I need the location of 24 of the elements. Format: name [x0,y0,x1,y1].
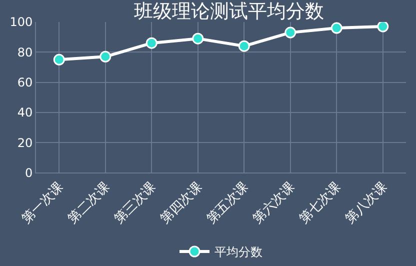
y-tick-label: 40 [17,106,33,120]
x-tick-label: 第八次课 [342,180,390,227]
point [284,26,296,38]
y-tick-label: 0 [24,166,33,180]
y-tick-label: 60 [17,75,33,90]
point [192,32,204,44]
x-tick-label: 第一次课 [19,180,67,227]
x-tick-label: 第二次课 [65,180,113,227]
x-tick-label: 第三次课 [112,180,160,227]
point [100,50,112,62]
point [238,40,250,52]
legend-label: 平均分数 [214,245,262,260]
y-tick-label: 100 [10,15,33,30]
chart-title: 班级理论测试平均分数 [134,0,324,22]
x-tick-label: 第六次课 [250,180,298,227]
point [53,54,65,66]
x-tick-label: 第七次课 [296,180,344,227]
point [377,22,389,32]
point [146,37,158,49]
x-tick-label: 第四次课 [158,180,206,227]
y-tick-label: 80 [17,45,33,60]
point [330,22,342,34]
y-tick-label: 20 [17,136,33,150]
x-tick-label: 第五次课 [204,180,252,227]
